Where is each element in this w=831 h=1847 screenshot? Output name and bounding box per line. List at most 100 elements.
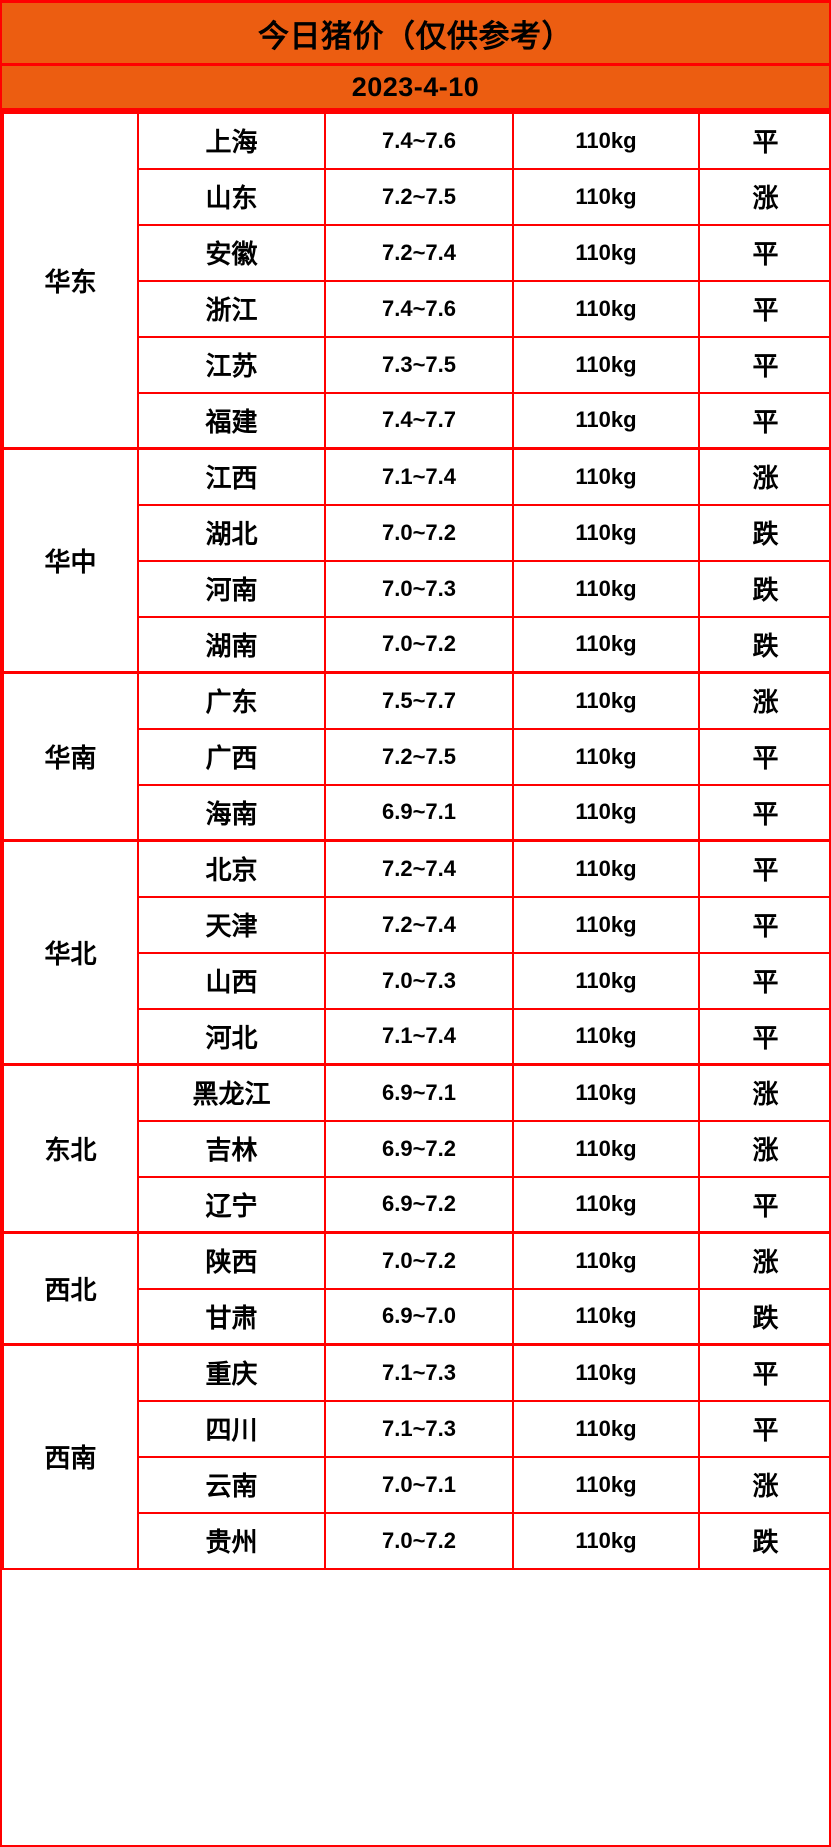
table-row: 海南 6.9~7.1 110kg 平 [3,783,829,842]
province-cell: 黑龙江 [137,1063,326,1122]
trend-cell: 跌 [698,1287,829,1346]
weight-cell: 110kg [512,1063,700,1122]
weight-cell: 110kg [512,559,700,618]
weight-cell: 110kg [512,1007,700,1066]
table-row: 东北 黑龙江 6.9~7.1 110kg 涨 [2,1063,829,1234]
table-body: 华东 上海 7.4~7.6 110kg 平山东 7.2~7.5 110kg 涨安徽 7.2~7.… [2,111,829,1570]
province-cell: 北京 [137,839,326,898]
province-cell: 江西 [137,447,326,506]
price-cell: 7.4~7.7 [324,391,514,450]
table-row: 广西 7.2~7.5 110kg 平 [3,727,829,786]
price-cell: 7.4~7.6 [324,279,514,338]
table-row: 浙江 7.4~7.6 110kg 平 [3,279,829,338]
price-cell: 7.0~7.3 [324,951,514,1010]
trend-cell: 涨 [698,447,829,506]
weight-cell: 110kg [512,783,700,842]
trend-cell: 跌 [698,615,829,674]
province-cell: 河北 [137,1007,326,1066]
region-cell: 华中 [2,447,139,674]
table-row: 山东 7.2~7.5 110kg 涨 [3,167,829,226]
trend-cell: 平 [698,279,829,338]
weight-cell: 110kg [512,447,700,506]
province-cell: 安徽 [137,223,326,282]
weight-cell: 110kg [512,279,700,338]
price-cell: 6.9~7.2 [324,1175,514,1234]
weight-cell: 110kg [512,839,700,898]
weight-cell: 110kg [512,671,700,730]
trend-cell: 平 [698,895,829,954]
table-row: 吉林 6.9~7.2 110kg 涨 [3,1119,829,1178]
table-row: 华东 上海 7.4~7.6 110kg 平 [2,111,829,450]
weight-cell: 110kg [512,1119,700,1178]
poster-title: 今日猪价（仅供参考） [2,3,829,66]
price-cell: 7.1~7.3 [324,1343,514,1402]
region-cell: 华南 [2,671,139,842]
trend-cell: 涨 [698,1231,829,1290]
price-cell: 7.0~7.2 [324,1511,514,1570]
table-row: 华南 广东 7.5~7.7 110kg 涨 [2,671,829,842]
price-cell: 7.2~7.4 [324,839,514,898]
weight-cell: 110kg [512,503,700,562]
province-cell: 山西 [137,951,326,1010]
table-row: 华中 江西 7.1~7.4 110kg 涨 [2,447,829,674]
weight-cell: 110kg [512,1231,700,1290]
trend-cell: 平 [698,1007,829,1066]
price-cell: 7.0~7.2 [324,1231,514,1290]
trend-cell: 平 [698,111,829,170]
trend-cell: 涨 [698,1455,829,1514]
province-cell: 贵州 [137,1511,326,1570]
weight-cell: 110kg [512,1455,700,1514]
table-row: 甘肃 6.9~7.0 110kg 跌 [3,1287,829,1346]
table-row: 辽宁 6.9~7.2 110kg 平 [3,1175,829,1234]
price-cell: 7.1~7.3 [324,1399,514,1458]
province-cell: 江苏 [137,335,326,394]
weight-cell: 110kg [512,1399,700,1458]
province-cell: 广西 [137,727,326,786]
trend-cell: 跌 [698,503,829,562]
price-cell: 6.9~7.1 [324,783,514,842]
table-row: 山西 7.0~7.3 110kg 平 [3,951,829,1010]
province-cell: 云南 [137,1455,326,1514]
trend-cell: 平 [698,1175,829,1234]
price-cell: 6.9~7.2 [324,1119,514,1178]
price-cell: 7.0~7.2 [324,503,514,562]
weight-cell: 110kg [512,615,700,674]
weight-cell: 110kg [512,111,700,170]
weight-cell: 110kg [512,1511,700,1570]
province-cell: 湖南 [137,615,326,674]
price-cell: 7.0~7.2 [324,615,514,674]
table-row: 福建 7.4~7.7 110kg 平 [3,391,829,450]
table-row: 西南 重庆 7.1~7.3 110kg 平 [2,1343,829,1570]
table-row: 安徽 7.2~7.4 110kg 平 [3,223,829,282]
table-row: 河南 7.0~7.3 110kg 跌 [3,559,829,618]
region-cell: 东北 [2,1063,139,1234]
price-cell: 7.1~7.4 [324,1007,514,1066]
table-row: 江苏 7.3~7.5 110kg 平 [3,335,829,394]
table-row: 湖北 7.0~7.2 110kg 跌 [3,503,829,562]
province-cell: 辽宁 [137,1175,326,1234]
trend-cell: 涨 [698,1063,829,1122]
province-cell: 浙江 [137,279,326,338]
price-cell: 7.0~7.1 [324,1455,514,1514]
table-row: 四川 7.1~7.3 110kg 平 [3,1399,829,1458]
region-cell: 西北 [2,1231,139,1346]
province-cell: 上海 [137,111,326,170]
weight-cell: 110kg [512,167,700,226]
price-cell: 7.0~7.3 [324,559,514,618]
table-row: 西北 陕西 7.0~7.2 110kg 涨 [2,1231,829,1346]
trend-cell: 跌 [698,1511,829,1570]
province-cell: 甘肃 [137,1287,326,1346]
price-cell: 7.2~7.4 [324,223,514,282]
table-row: 云南 7.0~7.1 110kg 涨 [3,1455,829,1514]
trend-cell: 平 [698,1399,829,1458]
weight-cell: 110kg [512,1175,700,1234]
weight-cell: 110kg [512,727,700,786]
weight-cell: 110kg [512,1287,700,1346]
trend-cell: 涨 [698,671,829,730]
province-cell: 吉林 [137,1119,326,1178]
price-cell: 7.1~7.4 [324,447,514,506]
weight-cell: 110kg [512,895,700,954]
price-cell: 7.2~7.5 [324,727,514,786]
weight-cell: 110kg [512,335,700,394]
